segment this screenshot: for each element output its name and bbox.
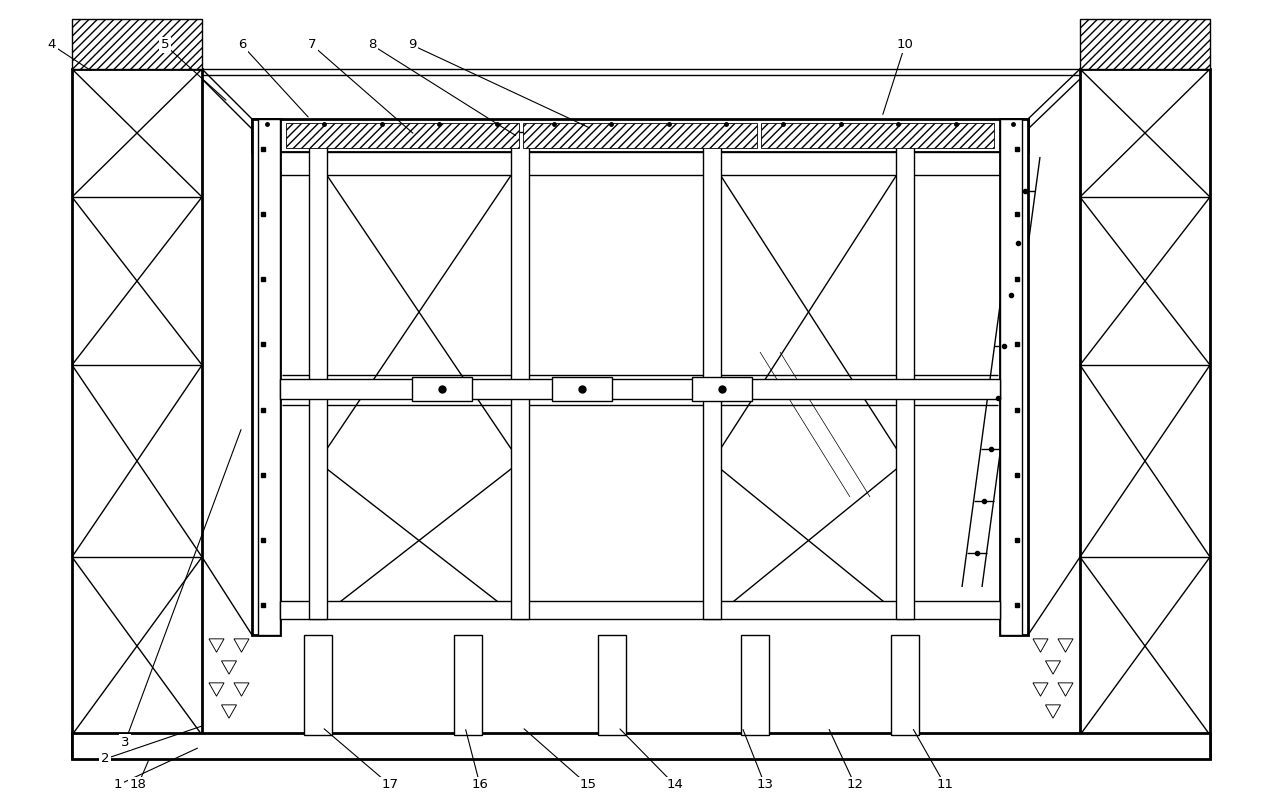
Text: 8: 8 bbox=[368, 39, 376, 52]
Bar bbox=[280, 379, 999, 399]
Bar bbox=[692, 377, 752, 401]
Bar bbox=[304, 635, 332, 735]
Bar bbox=[523, 123, 757, 148]
Text: 18: 18 bbox=[130, 779, 146, 792]
Bar bbox=[890, 635, 919, 735]
Text: 7: 7 bbox=[308, 39, 316, 52]
Text: 4: 4 bbox=[47, 39, 56, 52]
Bar bbox=[761, 123, 994, 148]
Bar bbox=[72, 69, 201, 735]
Bar bbox=[1080, 19, 1210, 69]
Text: 5: 5 bbox=[160, 39, 169, 52]
Text: 12: 12 bbox=[847, 779, 863, 792]
Bar bbox=[454, 635, 482, 735]
Bar bbox=[258, 119, 280, 635]
Text: 14: 14 bbox=[667, 779, 684, 792]
Text: 13: 13 bbox=[757, 779, 774, 792]
Text: 6: 6 bbox=[237, 39, 246, 52]
Bar bbox=[511, 132, 529, 619]
Bar bbox=[251, 119, 280, 635]
Bar bbox=[72, 733, 1210, 759]
Bar bbox=[1080, 69, 1210, 735]
Bar bbox=[286, 123, 520, 148]
Text: 1: 1 bbox=[114, 779, 122, 792]
Bar bbox=[598, 635, 626, 735]
Bar bbox=[999, 119, 1028, 635]
Bar bbox=[257, 152, 1023, 175]
Text: 16: 16 bbox=[472, 779, 489, 792]
Bar bbox=[552, 377, 612, 401]
Text: 3: 3 bbox=[121, 735, 130, 749]
Text: 9: 9 bbox=[408, 39, 416, 52]
Bar bbox=[999, 119, 1023, 635]
Text: 10: 10 bbox=[897, 39, 913, 52]
Bar bbox=[412, 377, 472, 401]
Text: 15: 15 bbox=[580, 779, 597, 792]
Bar bbox=[742, 635, 769, 735]
Bar bbox=[896, 132, 913, 619]
Bar bbox=[251, 119, 1028, 152]
Text: 11: 11 bbox=[937, 779, 953, 792]
Bar bbox=[309, 132, 327, 619]
Bar bbox=[703, 132, 721, 619]
Bar bbox=[280, 601, 999, 619]
Text: 2: 2 bbox=[101, 752, 109, 766]
Bar bbox=[72, 19, 201, 69]
Text: 17: 17 bbox=[381, 779, 399, 792]
